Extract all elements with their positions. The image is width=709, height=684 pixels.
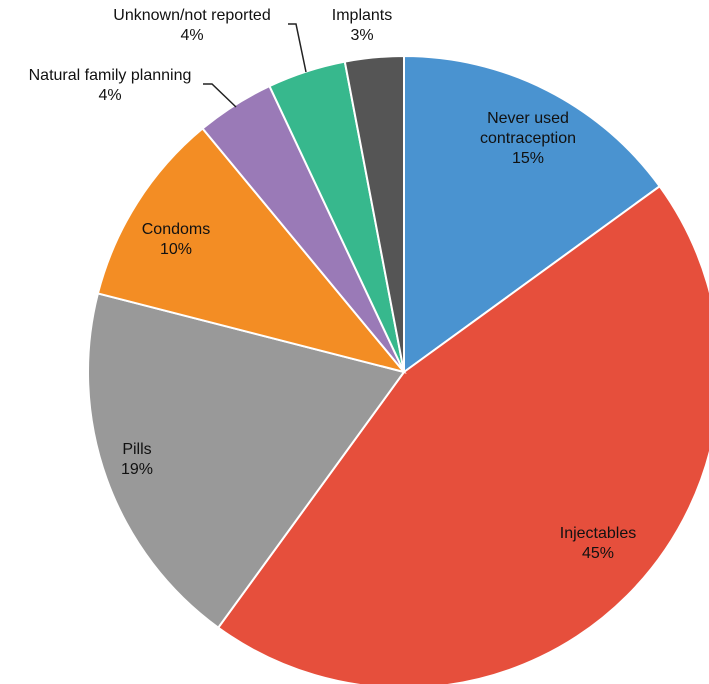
pie-slice-2 [87,292,406,630]
pie-slice-0 [403,54,662,374]
slice-category-label-6: Implants [332,7,392,24]
slice-category-label-3: Condoms [142,221,210,238]
slice-value-label-4: 4% [98,87,121,104]
slice-value-label-5: 4% [180,27,203,44]
pie-slice-3 [96,127,407,374]
slice-category-label-5: Unknown/not reported [113,7,270,24]
pie-slice-6 [343,54,405,373]
slice-category-label-2: Pills [122,441,151,458]
slice-category-label-0: Never used [487,110,569,127]
slice-category-label-4: Natural family planning [29,67,192,84]
pie-labels: Never used contraception 15% Injectables 45%… [29,7,637,562]
leader-line-4 [203,83,237,108]
leader-line-5 [288,23,307,73]
slice-value-label-3: 10% [160,241,192,258]
pie-slices [87,54,709,684]
slice-value-label-1: 45% [582,545,614,562]
slice-category-label-0: contraception [480,130,576,147]
slice-value-label-2: 19% [121,461,153,478]
slice-category-label-1: Injectables [560,525,637,542]
slice-value-label-0: 15% [512,150,544,167]
slice-value-label-6: 3% [350,27,373,44]
pie-slice-1 [216,184,709,684]
